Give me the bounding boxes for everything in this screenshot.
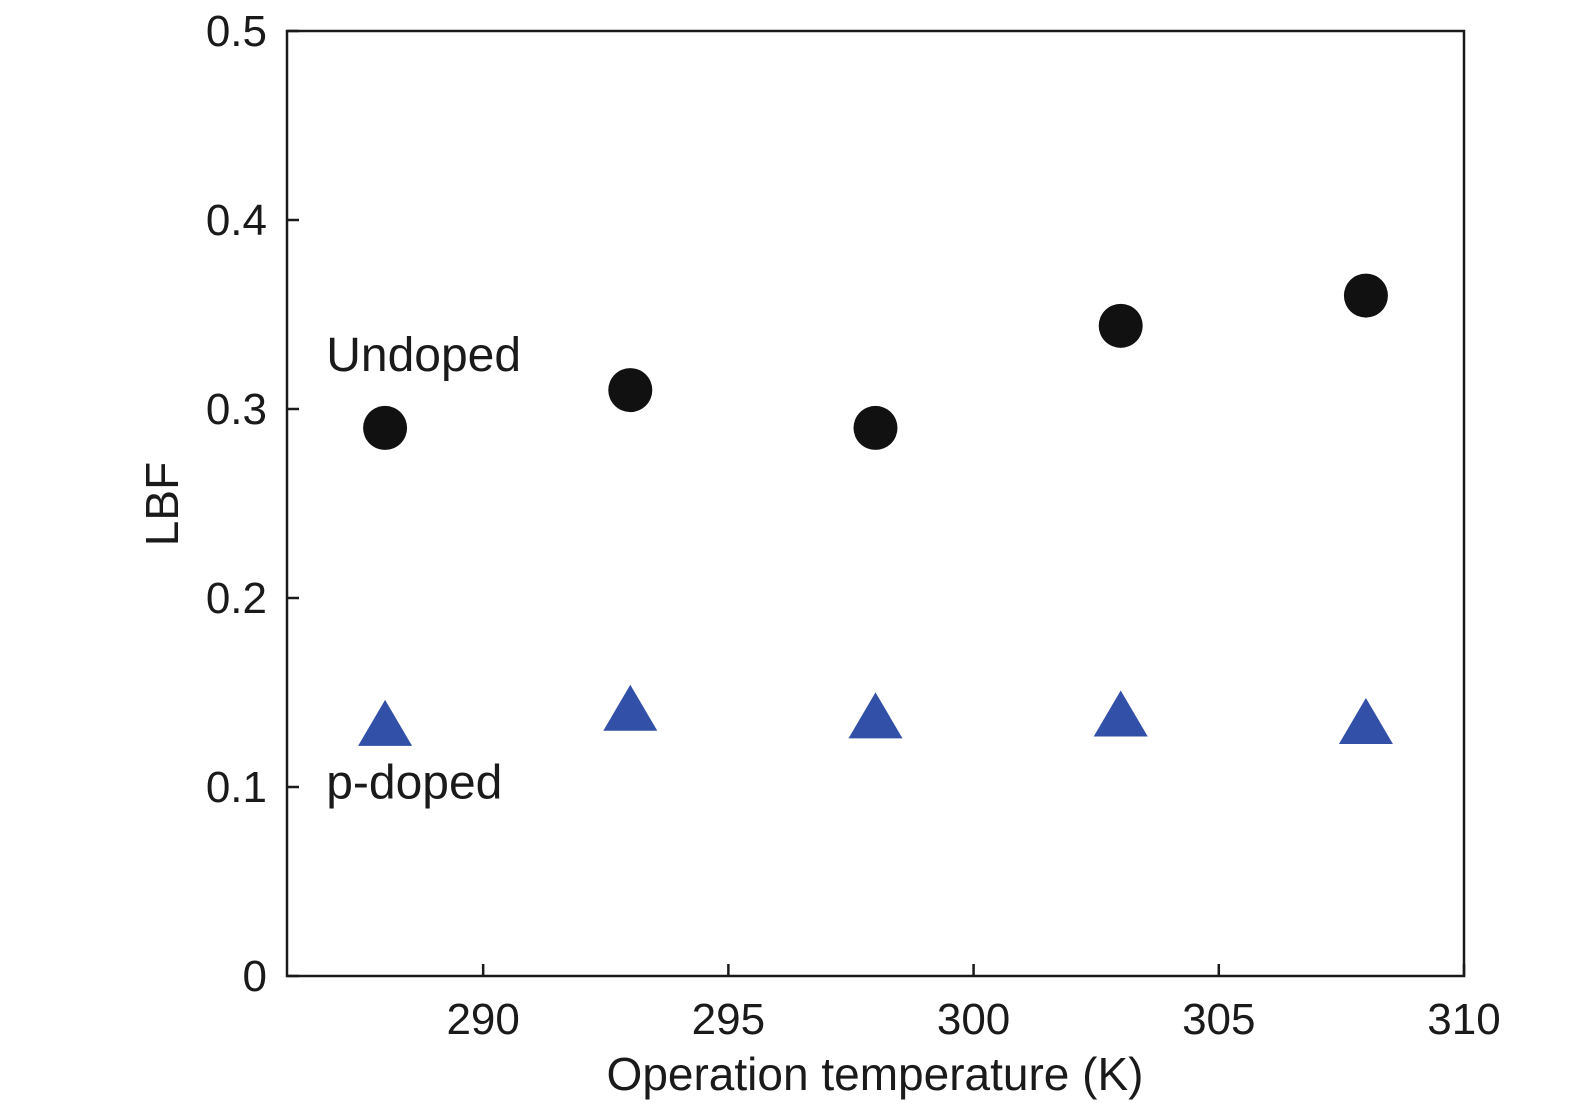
x-tick-label: 305 <box>1182 995 1255 1044</box>
p-doped-annotation: p-doped <box>326 756 502 809</box>
x-tick-label: 295 <box>692 995 765 1044</box>
undoped-data-point <box>608 368 653 413</box>
y-axis-ticks: 0 0.1 0.2 0.3 0.4 0.5 <box>206 7 299 1001</box>
undoped-data-point <box>363 405 408 450</box>
y-tick-label: 0 <box>243 952 267 1001</box>
x-tick-label: 290 <box>446 995 519 1044</box>
plot-area-frame <box>285 29 1466 978</box>
p-doped-data-point <box>848 692 903 739</box>
y-tick-label: 0.4 <box>206 196 267 245</box>
y-tick-label: 0.3 <box>206 385 267 434</box>
annotations: Undoped p-doped <box>326 329 521 809</box>
data-marks <box>358 273 1393 746</box>
undoped-data-point <box>853 405 898 450</box>
x-tick-label: 300 <box>937 995 1010 1044</box>
p-doped-data-point <box>1093 690 1148 737</box>
x-axis-ticks: 290 295 300 305 310 <box>446 964 1501 1044</box>
p-doped-data-point <box>358 699 413 746</box>
undoped-annotation: Undoped <box>326 329 521 382</box>
x-tick-label: 310 <box>1427 995 1500 1044</box>
y-axis-label: LBF <box>136 462 188 546</box>
y-tick-label: 0.2 <box>206 574 267 623</box>
y-tick-label: 0.5 <box>206 7 267 56</box>
undoped-data-point <box>1343 273 1388 318</box>
y-tick-label: 0.1 <box>206 763 267 812</box>
x-axis-label: Operation temperature (K) <box>607 1048 1144 1100</box>
p-doped-data-point <box>603 684 658 731</box>
p-doped-data-point <box>1338 698 1393 744</box>
undoped-data-point <box>1098 303 1143 348</box>
